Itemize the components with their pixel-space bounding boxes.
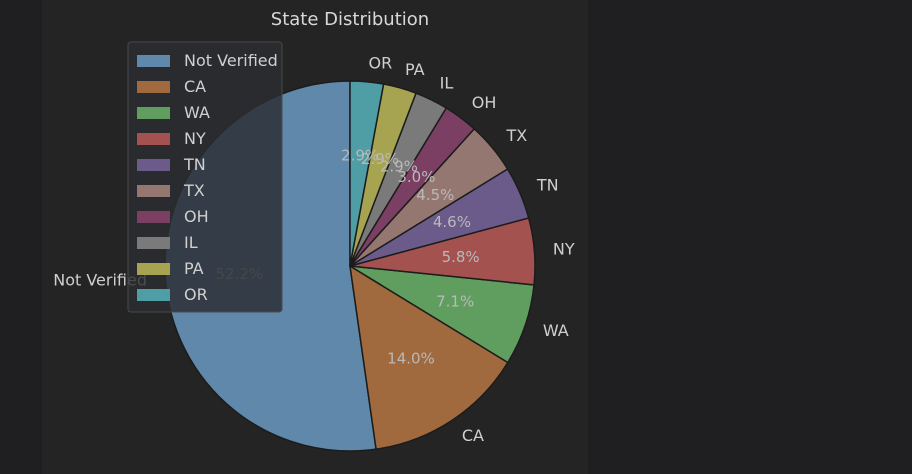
legend-swatch-tx	[137, 185, 170, 197]
percent-label-ny: 5.8%	[442, 248, 480, 266]
percent-label-wa: 7.1%	[436, 292, 474, 310]
slice-label-il: IL	[440, 73, 454, 92]
legend-label-tn: TN	[183, 155, 206, 174]
legend-label-oh: OH	[184, 207, 209, 226]
slice-label-oh: OH	[472, 93, 497, 112]
legend-swatch-not-verified	[137, 55, 170, 67]
legend-swatch-oh	[137, 211, 170, 223]
legend-swatch-ca	[137, 81, 170, 93]
legend-swatch-pa	[137, 263, 170, 275]
legend-swatch-wa	[137, 107, 170, 119]
legend-swatch-or	[137, 289, 170, 301]
legend-label-ca: CA	[184, 77, 206, 96]
legend-label-not-verified: Not Verified	[184, 51, 278, 70]
pie-slice-or	[349, 80, 385, 267]
slice-label-tx: TX	[506, 126, 528, 145]
percent-label-tx: 4.5%	[416, 186, 454, 204]
legend-label-il: IL	[184, 233, 198, 252]
legend-label-pa: PA	[184, 259, 204, 278]
slice-label-not-verified: Not Verified	[53, 270, 147, 289]
percent-label-ca: 14.0%	[387, 350, 435, 368]
percent-label-oh: 3.0%	[397, 168, 435, 186]
slice-label-ca: CA	[462, 426, 484, 445]
percent-label-pa: 2.9%	[361, 150, 399, 168]
legend-label-tx: TX	[183, 181, 205, 200]
percent-labels: 52.2%14.0%7.1%5.8%4.6%4.5%3.0%2.9%2.9%2.…	[215, 146, 479, 367]
legend: Not Verified CA WA NY TN TX OH IL PA OR	[127, 41, 283, 313]
percent-label-tn: 4.6%	[433, 213, 471, 231]
legend-label-wa: WA	[184, 103, 210, 122]
pie-slice-ca	[349, 264, 509, 450]
chart-title: State Distribution	[271, 9, 429, 30]
percent-label-il: 2.9%	[380, 157, 418, 175]
slice-label-pa: PA	[405, 60, 425, 79]
legend-label-or: OR	[184, 285, 208, 304]
slice-label-tn: TN	[536, 175, 559, 194]
slice-label-or: OR	[369, 53, 393, 72]
slice-labels: Not Verified CA WA NY TN TX OH IL PA OR	[53, 53, 575, 445]
slice-label-ny: NY	[553, 240, 575, 259]
legend-swatch-tn	[137, 159, 170, 171]
percent-label-or: 2.9%	[341, 146, 379, 164]
legend-swatch-ny	[137, 133, 170, 145]
legend-label-ny: NY	[184, 129, 206, 148]
slice-label-wa: WA	[543, 321, 569, 340]
legend-swatch-il	[137, 237, 170, 249]
